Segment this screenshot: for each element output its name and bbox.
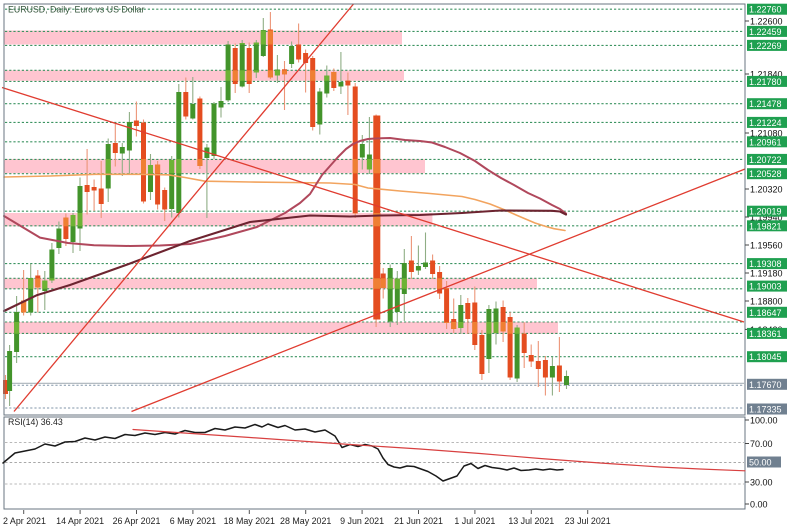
svg-text:9 Jun 2021: 9 Jun 2021 (340, 516, 384, 526)
svg-text:1.20019: 1.20019 (749, 207, 782, 217)
svg-text:1.20961: 1.20961 (749, 137, 782, 147)
svg-text:1.21840: 1.21840 (750, 70, 783, 80)
svg-text:6 May 2021: 6 May 2021 (170, 516, 216, 526)
svg-text:1.21224: 1.21224 (749, 118, 782, 128)
svg-text:1.19180: 1.19180 (750, 269, 783, 279)
svg-text:2 Apr 2021: 2 Apr 2021 (3, 516, 46, 526)
svg-text:14 Apr 2021: 14 Apr 2021 (56, 516, 104, 526)
svg-text:1.20722: 1.20722 (749, 155, 782, 165)
svg-text:1.18045: 1.18045 (749, 352, 782, 362)
svg-text:1.22459: 1.22459 (749, 27, 782, 37)
svg-text:1.21478: 1.21478 (749, 99, 782, 109)
svg-text:1.19560: 1.19560 (750, 241, 783, 251)
svg-text:70.00: 70.00 (750, 439, 773, 449)
svg-text:EURUSD, Daily: Euro vs US Doll: EURUSD, Daily: Euro vs US Dollar (8, 5, 144, 15)
svg-text:23 Jul 2021: 23 Jul 2021 (565, 516, 611, 526)
svg-text:50.00: 50.00 (749, 458, 772, 468)
svg-text:1.18647: 1.18647 (749, 308, 782, 318)
svg-text:18 May 2021: 18 May 2021 (224, 516, 275, 526)
svg-text:1.21780: 1.21780 (749, 77, 782, 87)
svg-text:26 Apr 2021: 26 Apr 2021 (113, 516, 161, 526)
svg-text:28 May 2021: 28 May 2021 (280, 516, 331, 526)
svg-text:1.17335: 1.17335 (749, 405, 782, 415)
svg-text:1.19003: 1.19003 (749, 282, 782, 292)
svg-text:1.22269: 1.22269 (749, 41, 782, 51)
svg-text:1.19940: 1.19940 (750, 213, 783, 223)
svg-text:30.00: 30.00 (750, 478, 773, 488)
svg-text:1.22760: 1.22760 (749, 5, 782, 15)
svg-text:0.00: 0.00 (750, 500, 768, 510)
svg-text:100.00: 100.00 (750, 416, 778, 426)
svg-text:1.20320: 1.20320 (750, 185, 783, 195)
svg-text:RSI(14) 36.43: RSI(14) 36.43 (8, 417, 63, 427)
svg-text:1.22600: 1.22600 (750, 17, 783, 27)
svg-text:1 Jul 2021: 1 Jul 2021 (454, 516, 495, 526)
svg-text:1.17670: 1.17670 (749, 380, 782, 390)
svg-text:1.18361: 1.18361 (749, 329, 782, 339)
svg-text:1.19821: 1.19821 (749, 221, 782, 231)
svg-text:21 Jun 2021: 21 Jun 2021 (394, 516, 443, 526)
svg-text:1.19308: 1.19308 (749, 259, 782, 269)
svg-text:1.21080: 1.21080 (750, 129, 783, 139)
svg-text:13 Jul 2021: 13 Jul 2021 (508, 516, 554, 526)
svg-text:1.20528: 1.20528 (749, 169, 782, 179)
svg-text:1.18800: 1.18800 (750, 297, 783, 307)
